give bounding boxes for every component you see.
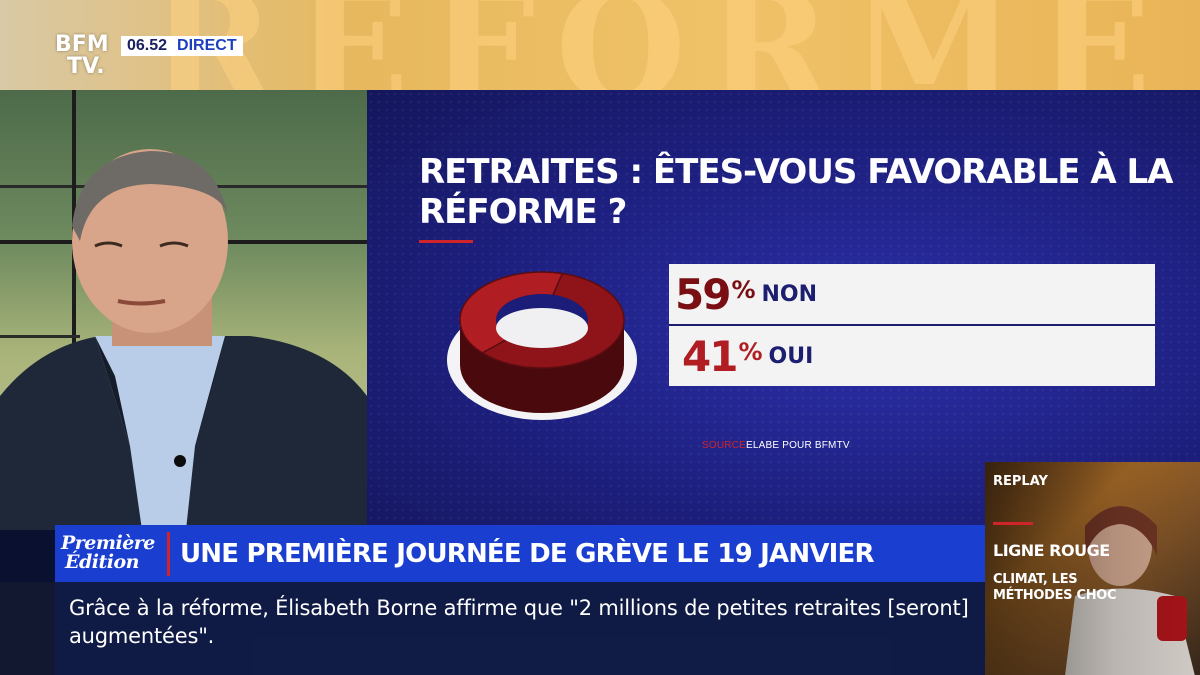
result-row-oui: 41 % OUI bbox=[669, 326, 1155, 386]
category-label-non: NON bbox=[761, 281, 818, 307]
lower-third: Première Édition UNE PREMIÈRE JOURNÉE DE… bbox=[55, 525, 985, 582]
chart-panel: RETRAITES : ÊTES-VOUS FAVORABLE À LA RÉF… bbox=[367, 90, 1200, 530]
result-row-non: 59 % NON bbox=[669, 264, 1155, 324]
replay-overlay bbox=[985, 462, 1200, 675]
ticker: Grâce à la réforme, Élisabeth Borne affi… bbox=[55, 582, 985, 675]
category-label-oui: OUI bbox=[768, 343, 814, 369]
show-logo: Première Édition bbox=[55, 525, 165, 582]
studio-video bbox=[0, 90, 367, 530]
headline: UNE PREMIÈRE JOURNÉE DE GRÈVE LE 19 JANV… bbox=[180, 538, 875, 569]
presenter-image bbox=[0, 149, 367, 530]
replay-subtitle: CLIMAT, LES MÉTHODES CHOC bbox=[993, 572, 1117, 603]
show-logo-line2: Édition bbox=[65, 551, 139, 573]
show-divider bbox=[167, 531, 170, 576]
value-label-non: 59 bbox=[675, 269, 731, 319]
ticker-text: Grâce à la réforme, Élisabeth Borne affi… bbox=[69, 596, 969, 648]
chart-source: SOURCEELABE POUR BFMTV bbox=[702, 440, 850, 451]
channel-logo: BFM TV. bbox=[55, 34, 117, 86]
window-frame bbox=[72, 90, 76, 530]
banner-background-text: RÉFORME bbox=[150, 0, 1172, 90]
live-tag: DIRECT bbox=[173, 36, 243, 56]
percent-sign: % bbox=[738, 338, 763, 366]
source-key: SOURCE bbox=[702, 440, 746, 451]
clock-time: 06.52 bbox=[121, 36, 174, 56]
chart-title: RETRAITES : ÊTES-VOUS FAVORABLE À LA RÉF… bbox=[419, 152, 1173, 232]
channel-logo-line1: BFM bbox=[55, 32, 109, 57]
channel-logo-line2: TV. bbox=[67, 54, 105, 79]
replay-label: REPLAY bbox=[993, 474, 1048, 489]
donut-chart bbox=[447, 271, 637, 420]
row-divider bbox=[669, 324, 1155, 326]
title-underline bbox=[419, 240, 473, 243]
replay-underline bbox=[993, 522, 1033, 525]
top-banner: RÉFORME BFM TV. 06.52 DIRECT bbox=[0, 0, 1200, 90]
live-bar: 06.52 DIRECT bbox=[121, 36, 243, 56]
source-value: ELABE POUR BFMTV bbox=[745, 440, 850, 451]
show-logo-line1: Première bbox=[61, 532, 155, 554]
percent-sign: % bbox=[731, 276, 756, 304]
value-label-oui: 41 bbox=[682, 331, 738, 381]
replay-show-title: LIGNE ROUGE bbox=[993, 541, 1110, 560]
ticker-edge bbox=[0, 582, 55, 675]
replay-thumbnail[interactable]: REPLAY LIGNE ROUGE CLIMAT, LES MÉTHODES … bbox=[985, 462, 1200, 675]
donut-hole-inner bbox=[496, 308, 588, 348]
window-frame bbox=[0, 335, 80, 338]
